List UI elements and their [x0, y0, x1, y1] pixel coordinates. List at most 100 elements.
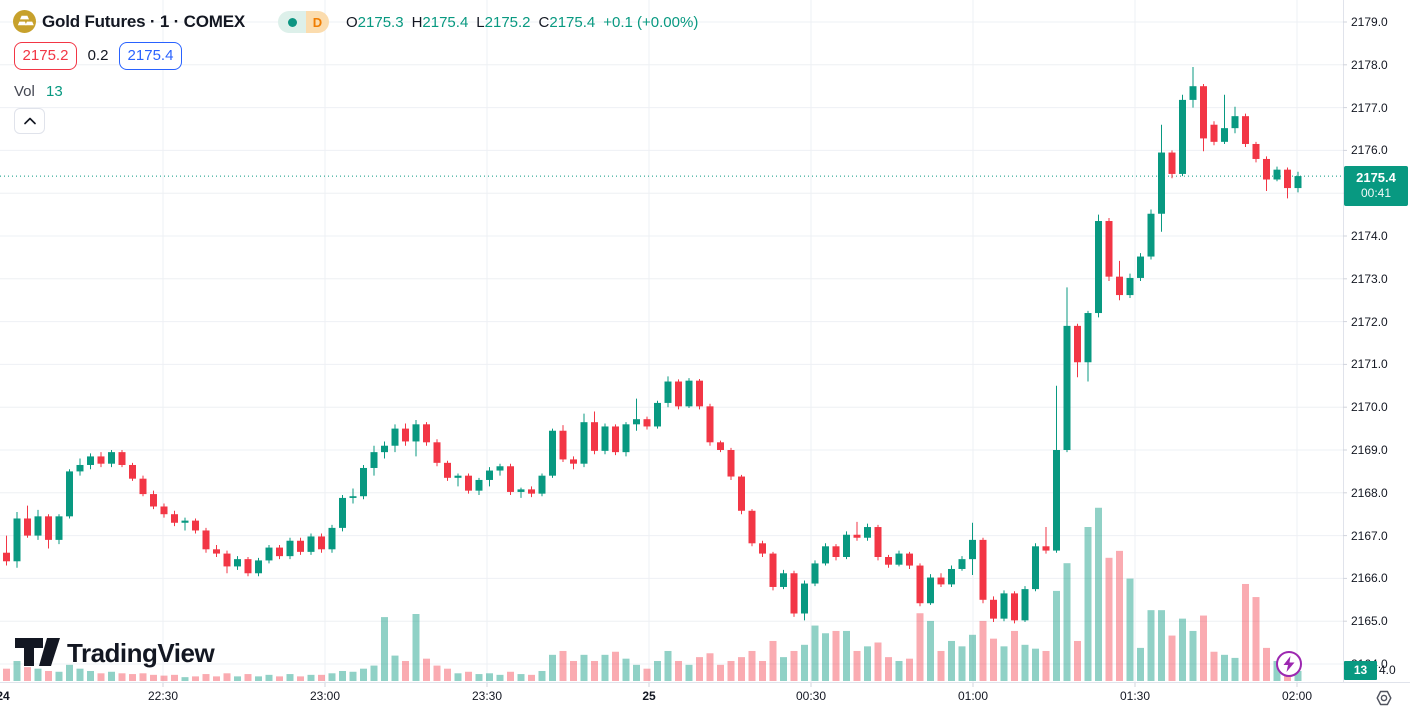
volume-bar: [160, 675, 168, 681]
candle-body: [969, 539, 976, 560]
candle-body: [769, 553, 777, 587]
tradingview-logo[interactable]: TradingView: [15, 638, 216, 668]
sell-bid-button[interactable]: 2175.2: [14, 42, 77, 70]
candle-body: [496, 466, 504, 471]
volume-bar: [948, 640, 955, 681]
candle-body: [906, 553, 913, 566]
instant-trading-button[interactable]: [1276, 651, 1302, 677]
candle-body: [790, 573, 798, 614]
candle-body: [979, 539, 987, 600]
volume-bar: [265, 674, 273, 681]
logo-mark-t: [15, 638, 43, 666]
y-axis-label: 2165.0: [1351, 614, 1388, 629]
candle-body: [1189, 86, 1197, 100]
volume-bar: [234, 676, 241, 681]
volume-bar: [181, 677, 189, 681]
y-axis-label: 2178.0: [1351, 57, 1388, 72]
candle-body: [87, 456, 94, 465]
volume-bar: [885, 657, 892, 681]
candle-body: [801, 583, 808, 614]
volume-bar: [969, 634, 976, 681]
market-status-pill[interactable]: D: [278, 11, 329, 33]
candle-body: [160, 506, 168, 515]
low-value: 2175.2: [484, 13, 531, 31]
volume-bar: [874, 642, 882, 681]
volume-bar: [1252, 597, 1260, 681]
volume-bar: [45, 670, 52, 681]
candle-body: [937, 577, 945, 585]
candle-body: [1200, 86, 1207, 139]
candle-body: [360, 467, 367, 497]
candle-body: [1231, 116, 1239, 129]
candle-body: [612, 426, 619, 453]
candle-body: [1105, 221, 1113, 277]
volume-bar: [1147, 610, 1155, 681]
volume-bar: [916, 613, 924, 681]
candle-body: [108, 452, 115, 464]
candle-body: [475, 479, 483, 491]
volume-bar: [643, 668, 651, 681]
candle-body: [55, 516, 63, 540]
candle-body: [349, 496, 357, 498]
volume-bar: [192, 676, 199, 681]
volume-bar: [633, 664, 640, 681]
candle-body: [3, 552, 10, 562]
candle-body: [1284, 169, 1291, 189]
x-axis-label: 25: [642, 689, 656, 703]
y-axis-label: 2176.0: [1351, 143, 1388, 158]
candle-body: [171, 514, 178, 523]
volume-bar: [34, 668, 42, 681]
volume-bar: [286, 674, 294, 681]
candle-body: [643, 419, 651, 427]
volume-bar: [276, 676, 283, 681]
candle-body: [717, 442, 724, 450]
chevron-up-icon: [23, 117, 36, 125]
symbol-title[interactable]: Gold Futures · 1 · COMEX: [42, 12, 245, 31]
candle-body: [486, 470, 493, 480]
volume-bar: [843, 630, 850, 681]
candle-body: [1095, 221, 1102, 314]
x-axis-label: 01:00: [957, 689, 989, 703]
axis-settings-gear-icon[interactable]: [1374, 688, 1394, 708]
interval-badge[interactable]: D: [306, 11, 329, 33]
volume-bar: [3, 668, 10, 681]
buy-ask-button[interactable]: 2175.4: [119, 42, 182, 70]
candle-body: [748, 510, 756, 544]
volume-bar: [1294, 670, 1302, 681]
volume-label: Vol: [14, 83, 35, 100]
candle-body: [265, 547, 273, 561]
logo-text: TradingView: [67, 638, 215, 668]
collapse-legend-button[interactable]: [14, 108, 45, 134]
volume-bar: [591, 660, 598, 681]
volume-bar: [244, 674, 252, 681]
market-status-dot-icon: [278, 11, 306, 33]
candle-body: [423, 424, 430, 443]
volume-bar: [213, 676, 220, 681]
candle-body: [318, 536, 325, 550]
candle-body: [864, 527, 871, 538]
candle-body: [454, 475, 462, 478]
candle-body: [1221, 128, 1228, 142]
candle-body: [213, 549, 220, 554]
volume-bar: [1063, 563, 1071, 681]
candle-body: [444, 462, 451, 478]
volume-bar: [832, 630, 840, 681]
candle-body: [1126, 277, 1134, 296]
volume-bar: [1189, 630, 1197, 681]
x-axis-label: 02:00: [1281, 689, 1313, 703]
candle-body: [13, 518, 21, 562]
volume-bar: [675, 660, 682, 681]
candle-body: [1084, 313, 1092, 363]
candle-body: [780, 573, 787, 587]
gold-symbol-icon: [13, 10, 36, 33]
x-axis-label: 01:30: [1119, 689, 1151, 703]
candle-body: [1273, 169, 1281, 180]
volume-bar: [171, 674, 178, 681]
candle-body: [727, 450, 735, 477]
volume-bar: [307, 674, 315, 681]
volume-bar: [1158, 610, 1165, 681]
volume-bar: [528, 674, 535, 681]
candle-body: [192, 520, 199, 531]
volume-bar: [1053, 590, 1060, 681]
